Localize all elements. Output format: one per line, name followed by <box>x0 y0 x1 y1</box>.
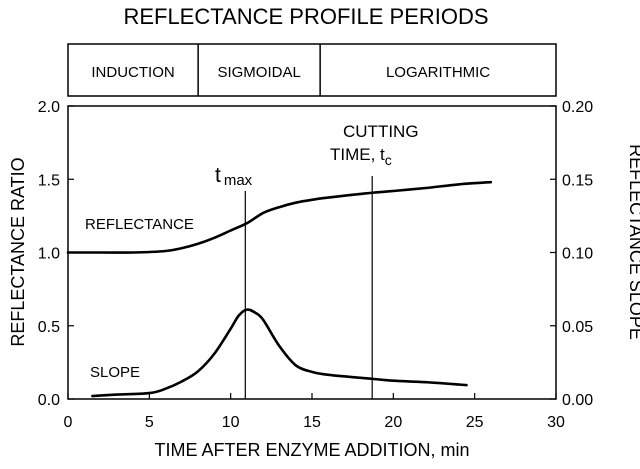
period-label: SIGMOIDAL <box>217 64 300 81</box>
y2-tick-label: 0.15 <box>562 172 593 189</box>
cutting-time-subscript: c <box>385 152 392 168</box>
y2-tick-label: 0.05 <box>562 319 593 336</box>
y-tick-label: 0.0 <box>38 392 60 409</box>
y-axis-title: REFLECTANCE RATIO <box>8 157 28 346</box>
axis-ticks: 0 5 10 15 20 25 30 0.0 0.5 1.0 1.5 2.0 0.00 0.05 0.10 0… <box>38 99 593 431</box>
x-tick-label: 0 <box>64 414 73 431</box>
x-axis-title: TIME AFTER ENZYME ADDITION, min <box>154 440 469 460</box>
y2-axis-title: REFLECTANCE SLOPE <box>626 144 640 340</box>
chart-title: REFLECTANCE PROFILE PERIODS <box>123 4 488 29</box>
period-label: INDUCTION <box>91 64 174 81</box>
period-bar-frame <box>67 43 557 97</box>
cutting-time-label-line2: TIME, tc <box>330 145 392 168</box>
period-bar: INDUCTION SIGMOIDAL LOGARITHMIC <box>67 43 557 97</box>
tmax-label: t max <box>215 164 253 189</box>
series-label-slope: SLOPE <box>90 364 140 381</box>
y-tick-label: 1.0 <box>38 246 60 263</box>
tmax-subscript: max <box>224 172 253 189</box>
marker-layer: t max CUTTING TIME, tc <box>215 122 419 399</box>
x-tick-label: 5 <box>145 414 154 431</box>
x-tick-label: 20 <box>384 414 402 431</box>
y-tick-label: 0.5 <box>38 319 60 336</box>
cutting-time-label-line1: CUTTING <box>343 122 419 141</box>
x-tick-label: 10 <box>222 414 240 431</box>
y-tick-label: 2.0 <box>38 99 60 116</box>
x-tick-label: 15 <box>303 414 321 431</box>
x-tick-label: 25 <box>466 414 484 431</box>
period-label: LOGARITHMIC <box>386 64 490 81</box>
series-label-reflectance: REFLECTANCE <box>85 216 194 233</box>
series-layer: REFLECTANCE SLOPE <box>66 180 493 398</box>
tmax-letter: t <box>215 164 221 187</box>
cutting-time-text: TIME, t <box>330 145 385 164</box>
series-line-slope <box>91 308 468 398</box>
y2-tick-label: 0.00 <box>562 392 593 409</box>
series-line-reflectance <box>66 180 493 254</box>
y2-tick-label: 0.10 <box>562 246 593 263</box>
y-tick-label: 1.5 <box>38 172 60 189</box>
y2-tick-label: 0.20 <box>562 99 593 116</box>
x-tick-label: 30 <box>547 414 565 431</box>
